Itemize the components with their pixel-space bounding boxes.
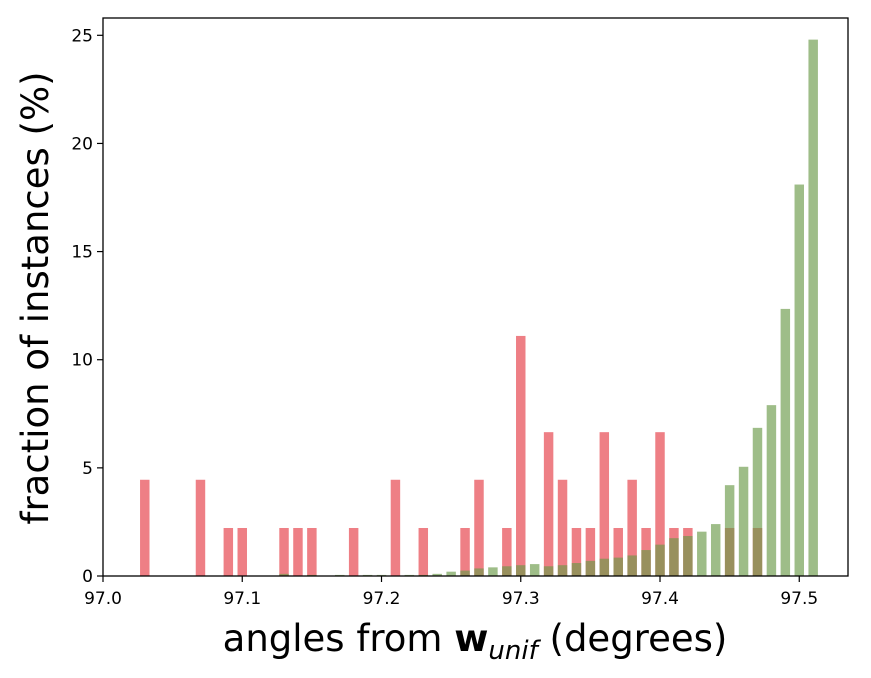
- bar-series-1-19: [613, 527, 623, 576]
- bar-series-2-9: [460, 570, 470, 576]
- bar-series-1-1: [195, 479, 206, 576]
- bar-series-1-22: [655, 432, 665, 576]
- bar-series-2-7: [432, 573, 442, 576]
- bar-series-1-10: [460, 527, 470, 576]
- bar-series-2-0: [279, 573, 289, 576]
- bar-series-2-14: [529, 564, 540, 576]
- bar-series-1-15: [557, 479, 568, 576]
- bar-series-2-12: [502, 566, 512, 576]
- bar-series-2-15: [543, 566, 554, 576]
- y-tick-label: 5: [82, 459, 93, 479]
- bar-series-2-33: [794, 184, 804, 576]
- bar-series-2-17: [571, 563, 582, 576]
- bar-series-2-23: [655, 544, 665, 576]
- bar-series-2-11: [488, 567, 498, 576]
- y-tick-label: 15: [71, 243, 93, 263]
- bar-series-2-25: [683, 535, 693, 576]
- x-axis-label-prefix: angles from: [223, 617, 455, 660]
- bar-series-1-11: [474, 479, 484, 576]
- x-axis-label-subscript: unif: [488, 636, 541, 666]
- bar-series-2-10: [474, 568, 484, 576]
- bar-series-1-6: [307, 527, 317, 576]
- bar-series-2-22: [641, 550, 651, 576]
- bar-series-2-8: [446, 571, 456, 576]
- bar-series-2-30: [752, 427, 763, 576]
- bar-series-1-2: [223, 527, 234, 576]
- bar-series-2-20: [613, 557, 623, 576]
- x-axis-label-suffix: (degrees): [538, 617, 728, 660]
- bar-series-1-14: [543, 432, 554, 576]
- x-tick-label: 97.1: [223, 589, 261, 609]
- y-axis-label: fraction of instances (%): [14, 71, 57, 524]
- bar-series-2-19: [599, 558, 610, 576]
- x-tick-label: 97.5: [780, 589, 818, 609]
- y-tick-label: 0: [82, 567, 93, 587]
- bar-series-1-8: [390, 479, 401, 576]
- bar-series-1-7: [348, 527, 359, 576]
- x-axis-label-symbol: w: [454, 617, 488, 660]
- y-tick-label: 10: [71, 351, 93, 371]
- bar-series-2-29: [738, 466, 749, 576]
- bar-series-1-4: [279, 527, 289, 576]
- bar-series-2-13: [516, 565, 526, 576]
- bar-series-2-31: [766, 405, 777, 576]
- bar-series-2-18: [585, 560, 596, 576]
- bar-series-1-3: [237, 527, 247, 576]
- bar-series-2-32: [780, 308, 791, 576]
- bars-layer: [140, 39, 818, 576]
- bar-series-2-27: [710, 524, 721, 576]
- x-tick-label: 97.2: [363, 589, 401, 609]
- bar-series-1-18: [599, 432, 610, 576]
- bar-series-2-26: [697, 531, 707, 576]
- bar-series-1-12: [502, 527, 512, 576]
- x-tick-label: 97.3: [502, 589, 540, 609]
- bar-series-1-20: [627, 479, 637, 576]
- y-tick-label: 25: [71, 26, 93, 46]
- x-tick-label: 97.4: [641, 589, 679, 609]
- y-tick-label: 20: [71, 134, 93, 154]
- bar-series-1-13: [516, 335, 526, 576]
- bar-series-2-34: [808, 39, 818, 576]
- ticks-layer: 97.0 97.1 97.2 97.3 97.4 97.5 0 5 10 15 20 25: [71, 26, 818, 609]
- bar-series-1-9: [418, 527, 429, 576]
- bar-series-2-21: [627, 555, 637, 576]
- plot-frame: [102, 17, 849, 577]
- x-axis-label: angles from wunif (degrees): [223, 617, 728, 666]
- bar-series-2-16: [557, 565, 568, 576]
- bar-series-1-16: [571, 527, 582, 576]
- bar-series-2-28: [724, 485, 735, 576]
- bar-series-1-0: [140, 479, 150, 576]
- x-tick-label: 97.0: [84, 589, 122, 609]
- bar-series-1-17: [585, 527, 596, 576]
- bar-series-2-24: [669, 538, 679, 576]
- bar-series-1-5: [293, 527, 303, 576]
